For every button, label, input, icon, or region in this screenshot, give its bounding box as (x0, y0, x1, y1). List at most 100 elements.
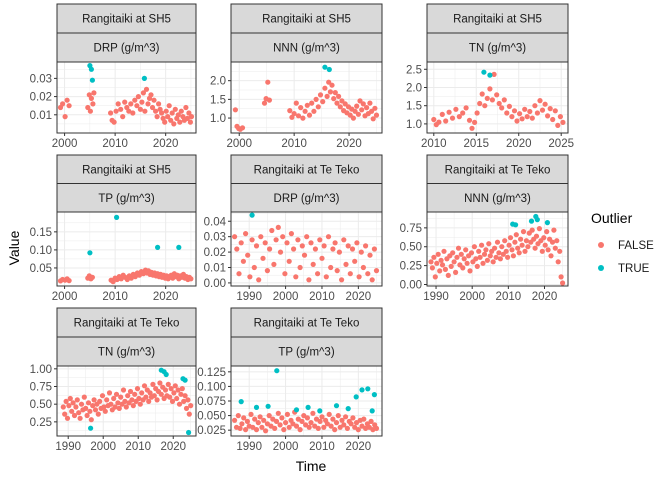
data-point (446, 109, 452, 115)
y-tick-label: 0.025 (197, 425, 226, 437)
data-point (248, 411, 254, 417)
data-point (258, 234, 264, 240)
data-point (491, 71, 497, 77)
y-tick-label: 2.5 (406, 64, 422, 76)
data-point-outlier (544, 220, 551, 226)
legend-key-true (598, 265, 604, 271)
data-point (431, 116, 437, 123)
data-point (136, 395, 142, 402)
facet-panel: Rangitaiki at SH5 TP (g/m^3) 2000 2010 2020 0… (30, 154, 197, 303)
data-point (453, 269, 459, 275)
data-point (311, 108, 317, 114)
data-point (186, 411, 192, 417)
facet-panel: Rangitaiki at SH5 TN (g/m^3) 2010 2015 2020 2… (406, 3, 574, 150)
data-point (125, 393, 131, 399)
data-point (186, 110, 192, 116)
panel-border (56, 365, 197, 437)
data-point (134, 103, 140, 109)
data-point (309, 100, 315, 106)
data-point (439, 262, 446, 268)
data-point (252, 416, 258, 422)
data-point (361, 416, 367, 422)
facet-site-label: Rangitaiki at Te Teko (254, 318, 360, 330)
data-point (267, 246, 273, 252)
data-point (455, 245, 462, 251)
data-point (480, 260, 486, 266)
data-point (456, 114, 462, 120)
y-tick-label: 0.075 (197, 396, 226, 408)
data-point (324, 93, 330, 99)
data-point (91, 90, 97, 96)
data-point (496, 250, 502, 256)
facet-panel: Rangitaiki at Te Teko DRP (g/m^3) 1990 2000… (204, 154, 383, 303)
data-point (373, 112, 380, 118)
data-point (359, 107, 365, 113)
x-tick-label: 2000 (273, 441, 299, 453)
y-tick-label: 2.0 (210, 76, 226, 88)
data-point (291, 111, 297, 117)
data-point (87, 408, 93, 414)
data-point (162, 387, 169, 393)
data-point (178, 391, 184, 397)
facet-strip-site (56, 154, 197, 184)
data-point (332, 90, 338, 96)
data-point (304, 234, 310, 240)
data-point (369, 277, 375, 283)
data-point (479, 242, 485, 248)
data-point (344, 425, 350, 431)
data-point (253, 427, 260, 433)
data-point (522, 106, 528, 112)
facet-measure-label: TP (g/m^3) (278, 347, 334, 359)
data-point (298, 105, 304, 111)
data-point (177, 119, 183, 125)
x-tick-label: 1990 (236, 291, 262, 303)
facet-strip-measure (230, 336, 383, 367)
data-point (118, 394, 124, 400)
data-point (142, 108, 148, 114)
data-point (302, 108, 308, 114)
data-point-outlier (359, 387, 365, 393)
data-point (113, 391, 120, 397)
data-point (315, 271, 321, 277)
data-point (331, 96, 337, 102)
data-point (308, 420, 314, 426)
x-tick-label: 2010 (309, 441, 335, 453)
data-point (343, 261, 349, 267)
data-point (532, 245, 538, 251)
data-point (541, 235, 547, 241)
facet-site-label: Rangitaiki at SH5 (82, 14, 171, 26)
data-point (153, 108, 159, 114)
data-point (159, 110, 165, 116)
data-point (460, 110, 466, 116)
data-point (354, 103, 360, 109)
data-point (358, 249, 364, 255)
data-point (181, 398, 187, 404)
data-point (527, 108, 533, 115)
data-point (188, 114, 195, 120)
data-point (284, 240, 290, 246)
data-point (473, 256, 479, 262)
facet-strip-measure (230, 32, 383, 63)
data-point (280, 234, 286, 240)
data-point (236, 271, 242, 277)
data-point (158, 391, 164, 397)
data-point (262, 240, 268, 246)
data-point (549, 239, 556, 245)
facet-strip-site (56, 3, 197, 34)
data-point (141, 383, 148, 389)
data-point (529, 227, 535, 233)
data-point (490, 259, 496, 265)
y-tick-label: 0.25 (400, 261, 422, 273)
data-point (165, 114, 171, 120)
data-point (90, 101, 96, 107)
data-point (496, 100, 502, 107)
facet-site-label: Rangitaiki at Te Teko (445, 164, 551, 176)
x-tick-label: 2000 (273, 291, 299, 303)
data-point (172, 106, 178, 112)
x-tick-label: 2000 (226, 138, 252, 150)
facet-strip-measure (426, 183, 569, 213)
data-point (277, 422, 283, 428)
data-point (317, 237, 323, 243)
data-point (468, 250, 475, 256)
